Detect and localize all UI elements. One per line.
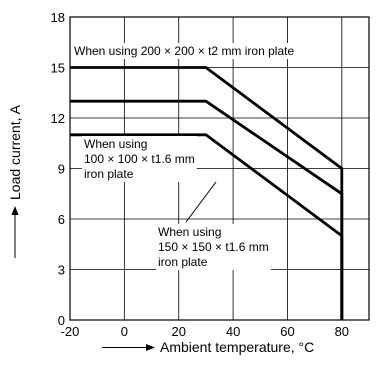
x-tick-label-5: 80 xyxy=(335,324,349,339)
x-axis-title: Ambient temperature, °C xyxy=(160,339,314,355)
x-axis-arrow-head xyxy=(146,344,155,351)
annotation-line-1-1: 100 × 100 × t1.6 mm xyxy=(84,152,195,166)
y-tick-label-4: 12 xyxy=(51,111,65,126)
annotation-bg-0 xyxy=(72,43,297,59)
annotation-line-0-0: When using 200 × 200 × t2 mm iron plate xyxy=(74,44,294,58)
annotation-text-1: When using 100 × 100 × t1.6 mm iron plate xyxy=(84,137,195,181)
y-tick-label-6: 18 xyxy=(51,10,65,25)
y-tick-label-3: 9 xyxy=(58,162,65,177)
annotation-layer: When using 200 × 200 × t2 mm iron plate W… xyxy=(72,43,297,270)
plot-frame xyxy=(69,16,370,321)
series-line-2 xyxy=(70,133,344,320)
x-tick-label-0: -20 xyxy=(61,324,80,339)
series-line-0 xyxy=(70,66,344,320)
y-tick-label-1: 3 xyxy=(58,263,65,278)
annotation-0: When using 200 × 200 × t2 mm iron plate xyxy=(72,43,297,59)
annotation-line-2-1: 150 × 150 × t1.6 mm xyxy=(158,240,269,254)
annotation-line-2-0: When using xyxy=(158,225,221,239)
annotation-1: When using 100 × 100 × t1.6 mm iron plate xyxy=(82,136,197,182)
x-tick-label-3: 40 xyxy=(226,324,240,339)
y-axis-arrow-head xyxy=(11,206,19,215)
annotation-line-1-0: When using xyxy=(84,137,147,151)
annotation-text-2: When using 150 × 150 × t1.6 mm iron plate xyxy=(158,225,269,269)
x-tick-label-1: 0 xyxy=(121,324,128,339)
annotation-2: When using 150 × 150 × t1.6 mm iron plate xyxy=(156,224,271,270)
x-tick-label-4: 60 xyxy=(280,324,294,339)
annotation-text-0: When using 200 × 200 × t2 mm iron plate xyxy=(74,44,294,58)
y-tick-label-2: 6 xyxy=(58,212,65,227)
annotation-leader-2 xyxy=(185,181,217,223)
annotation-bg-2 xyxy=(156,224,271,270)
annotation-line-1-2: iron plate xyxy=(84,167,134,181)
y-tick-label-5: 15 xyxy=(51,61,65,76)
y-axis-title: Load current, A xyxy=(7,104,23,200)
annotation-line-2-2: iron plate xyxy=(158,255,208,269)
annotation-bg-1 xyxy=(82,136,197,182)
series-layer xyxy=(70,66,344,320)
y-tick-label-0: 0 xyxy=(58,313,65,328)
x-tick-label-2: 20 xyxy=(171,324,185,339)
